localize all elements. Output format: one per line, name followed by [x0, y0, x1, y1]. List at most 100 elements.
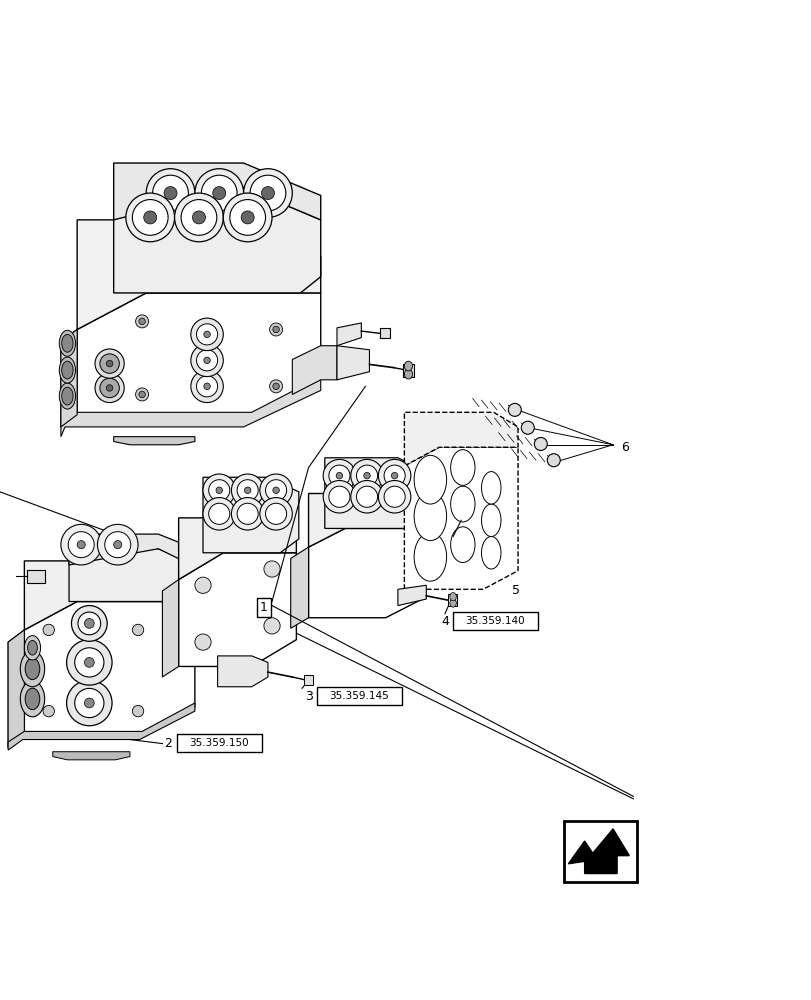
- Ellipse shape: [203, 474, 235, 506]
- Ellipse shape: [269, 323, 282, 336]
- Ellipse shape: [191, 370, 223, 403]
- Ellipse shape: [231, 498, 264, 530]
- Ellipse shape: [521, 421, 534, 434]
- Ellipse shape: [481, 504, 500, 537]
- Polygon shape: [178, 518, 296, 580]
- Polygon shape: [8, 630, 24, 748]
- Ellipse shape: [350, 459, 383, 492]
- Polygon shape: [380, 328, 389, 338]
- Ellipse shape: [265, 480, 286, 501]
- Ellipse shape: [144, 211, 157, 224]
- Ellipse shape: [84, 698, 94, 708]
- Text: 3: 3: [304, 690, 312, 703]
- Ellipse shape: [75, 688, 104, 718]
- Ellipse shape: [272, 326, 279, 333]
- Ellipse shape: [132, 624, 144, 636]
- Text: 35.359.145: 35.359.145: [328, 691, 388, 701]
- Ellipse shape: [67, 680, 112, 726]
- Ellipse shape: [71, 606, 107, 641]
- Ellipse shape: [508, 403, 521, 416]
- Ellipse shape: [450, 450, 474, 485]
- Ellipse shape: [378, 459, 410, 492]
- Ellipse shape: [196, 350, 217, 371]
- Ellipse shape: [272, 487, 279, 494]
- Ellipse shape: [135, 315, 148, 328]
- Ellipse shape: [139, 391, 145, 398]
- Ellipse shape: [216, 487, 222, 494]
- Polygon shape: [8, 630, 24, 748]
- Polygon shape: [290, 547, 308, 628]
- Ellipse shape: [100, 378, 119, 398]
- Ellipse shape: [481, 537, 500, 569]
- Ellipse shape: [181, 200, 217, 235]
- Ellipse shape: [208, 503, 230, 524]
- Ellipse shape: [264, 561, 280, 577]
- Ellipse shape: [547, 454, 560, 467]
- Ellipse shape: [328, 465, 350, 486]
- Ellipse shape: [243, 169, 292, 217]
- Ellipse shape: [61, 524, 101, 565]
- Ellipse shape: [25, 658, 40, 680]
- Polygon shape: [324, 458, 426, 528]
- Polygon shape: [568, 829, 629, 874]
- Ellipse shape: [356, 486, 377, 507]
- Ellipse shape: [43, 624, 54, 636]
- Ellipse shape: [264, 618, 280, 634]
- Polygon shape: [8, 703, 195, 750]
- Ellipse shape: [223, 193, 272, 242]
- Ellipse shape: [481, 472, 500, 504]
- Ellipse shape: [24, 636, 41, 660]
- Polygon shape: [53, 752, 130, 760]
- Ellipse shape: [449, 599, 456, 607]
- Polygon shape: [114, 163, 320, 220]
- Ellipse shape: [43, 705, 54, 717]
- Ellipse shape: [105, 532, 131, 558]
- Ellipse shape: [414, 455, 446, 504]
- Polygon shape: [24, 601, 195, 735]
- Polygon shape: [292, 346, 337, 394]
- Polygon shape: [217, 656, 268, 687]
- Ellipse shape: [146, 169, 195, 217]
- Ellipse shape: [204, 383, 210, 390]
- Polygon shape: [69, 549, 195, 601]
- Polygon shape: [61, 377, 320, 437]
- Ellipse shape: [132, 705, 144, 717]
- Ellipse shape: [195, 634, 211, 650]
- Text: 1: 1: [260, 601, 268, 614]
- Ellipse shape: [203, 498, 235, 530]
- Ellipse shape: [132, 200, 168, 235]
- Ellipse shape: [75, 648, 104, 677]
- Ellipse shape: [356, 465, 377, 486]
- Polygon shape: [61, 329, 77, 427]
- Ellipse shape: [95, 373, 124, 403]
- Ellipse shape: [363, 472, 370, 479]
- Ellipse shape: [78, 612, 101, 635]
- Ellipse shape: [106, 385, 113, 391]
- Ellipse shape: [152, 175, 188, 211]
- Polygon shape: [114, 187, 320, 293]
- Ellipse shape: [450, 486, 474, 522]
- Ellipse shape: [260, 474, 292, 506]
- Polygon shape: [308, 494, 422, 547]
- Ellipse shape: [192, 211, 205, 224]
- Bar: [27, 570, 45, 583]
- Ellipse shape: [114, 541, 122, 549]
- Ellipse shape: [237, 503, 258, 524]
- Ellipse shape: [384, 486, 405, 507]
- Polygon shape: [77, 220, 320, 329]
- Ellipse shape: [450, 527, 474, 563]
- Polygon shape: [69, 534, 195, 567]
- Ellipse shape: [62, 361, 73, 379]
- Polygon shape: [203, 477, 298, 553]
- Ellipse shape: [59, 383, 75, 409]
- Ellipse shape: [350, 481, 383, 513]
- Ellipse shape: [100, 354, 119, 373]
- Text: 4: 4: [440, 615, 448, 628]
- Ellipse shape: [230, 200, 265, 235]
- Ellipse shape: [204, 331, 210, 338]
- Ellipse shape: [204, 357, 210, 364]
- Polygon shape: [308, 528, 422, 618]
- Polygon shape: [337, 346, 369, 380]
- Ellipse shape: [384, 465, 405, 486]
- Ellipse shape: [378, 481, 410, 513]
